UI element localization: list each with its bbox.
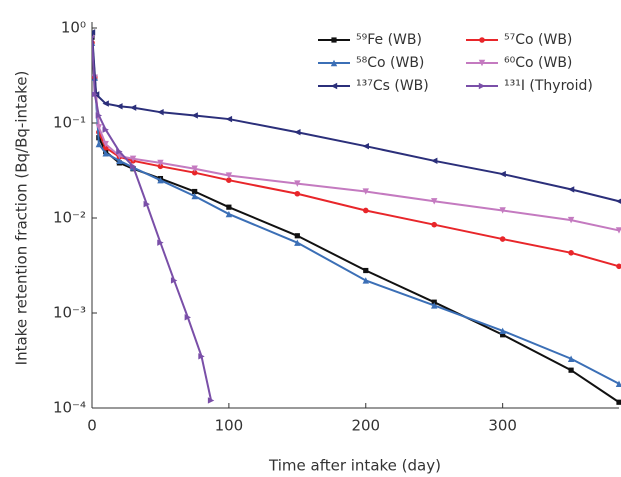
marker [431, 157, 438, 165]
marker [92, 35, 96, 39]
marker [116, 148, 123, 155]
marker [143, 200, 150, 208]
y-tick-label: 10⁻¹ [53, 114, 86, 132]
marker [191, 192, 198, 200]
x-tick-label: 300 [488, 417, 517, 435]
marker [363, 267, 369, 274]
marker [157, 239, 164, 246]
marker [95, 124, 103, 131]
marker [362, 142, 369, 150]
marker [499, 327, 506, 334]
legend-marker [330, 59, 338, 67]
marker [616, 263, 621, 270]
marker [615, 380, 621, 387]
marker [431, 302, 438, 309]
marker [95, 140, 103, 148]
marker [157, 108, 164, 116]
y-tick-label: 10⁻⁴ [53, 399, 86, 417]
legend-label: ⁵⁹Fe (WB) [356, 32, 422, 48]
legend-marker [478, 59, 486, 67]
legend-label: ⁵⁸Co (WB) [356, 55, 424, 71]
marker [225, 210, 233, 218]
marker [207, 397, 215, 404]
marker [226, 177, 232, 183]
marker [615, 227, 621, 234]
marker [616, 399, 621, 405]
marker [191, 165, 198, 172]
marker [198, 353, 205, 360]
marker [615, 198, 621, 204]
marker [567, 216, 575, 224]
marker [102, 100, 109, 107]
marker [192, 188, 198, 195]
marker [431, 299, 437, 305]
marker [499, 236, 506, 242]
marker [567, 355, 575, 362]
marker [294, 180, 301, 187]
legend-label: ⁶⁰Co (WB) [504, 55, 572, 71]
y-tick-label: 10⁻² [53, 209, 86, 227]
marker [294, 129, 301, 136]
series-line [92, 37, 213, 401]
legend-label: ¹³¹I (Thyroid) [504, 78, 593, 94]
marker [92, 29, 96, 36]
marker [184, 314, 192, 321]
marker [294, 190, 301, 197]
legend-marker [478, 82, 486, 90]
legend-marker [479, 37, 485, 43]
marker [362, 207, 369, 214]
marker [129, 163, 137, 170]
legend-marker [330, 82, 338, 90]
legend-marker [331, 37, 337, 43]
x-tick-label: 200 [351, 417, 380, 435]
marker [567, 186, 575, 193]
marker [157, 163, 164, 170]
marker [102, 150, 109, 157]
y-axis-label: Intake retention fraction (Bq/Bq-intake) [13, 71, 31, 366]
marker [431, 221, 438, 228]
marker [500, 332, 506, 338]
marker [129, 104, 137, 111]
marker [362, 188, 369, 195]
marker [157, 159, 164, 167]
y-tick-label: 10⁻³ [53, 304, 86, 322]
marker [568, 250, 574, 256]
marker [95, 112, 103, 119]
marker [191, 169, 198, 176]
marker [226, 204, 232, 210]
y-tick-label: 10⁰ [61, 19, 86, 37]
marker [499, 170, 506, 178]
legend-label: ⁵⁷Co (WB) [504, 32, 572, 48]
marker [431, 198, 438, 205]
marker [102, 126, 109, 133]
marker [116, 103, 123, 110]
marker [499, 207, 506, 214]
x-axis-label: Time after intake (day) [268, 457, 441, 475]
marker [225, 172, 233, 179]
series-line [92, 42, 620, 268]
marker [92, 91, 98, 98]
marker [102, 140, 109, 148]
marker [129, 155, 137, 162]
marker [157, 176, 164, 184]
marker [225, 115, 233, 123]
marker [170, 277, 178, 284]
x-tick-label: 100 [215, 417, 244, 435]
marker [362, 277, 369, 284]
marker [294, 233, 300, 239]
marker [191, 112, 198, 119]
marker [294, 239, 301, 246]
legend-label: ¹³⁷Cs (WB) [356, 78, 429, 94]
marker [568, 367, 574, 373]
x-tick-label: 0 [87, 417, 97, 435]
plot-area [92, 29, 621, 405]
marker [116, 157, 123, 165]
